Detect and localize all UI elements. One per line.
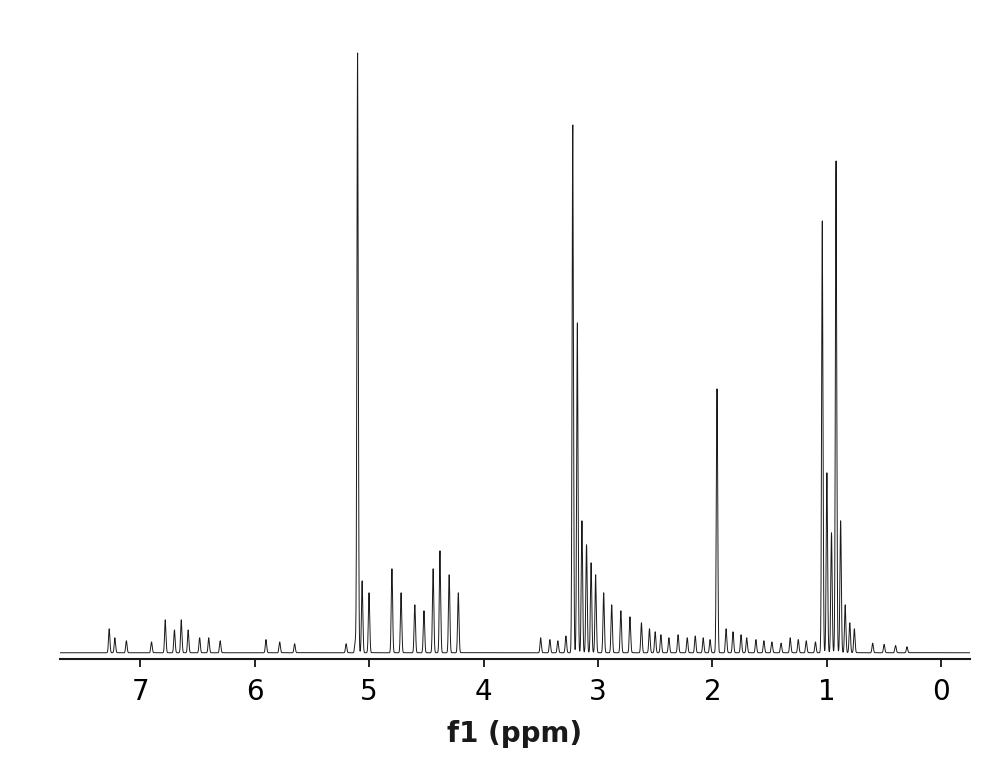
X-axis label: f1 (ppm): f1 (ppm)	[447, 720, 583, 748]
